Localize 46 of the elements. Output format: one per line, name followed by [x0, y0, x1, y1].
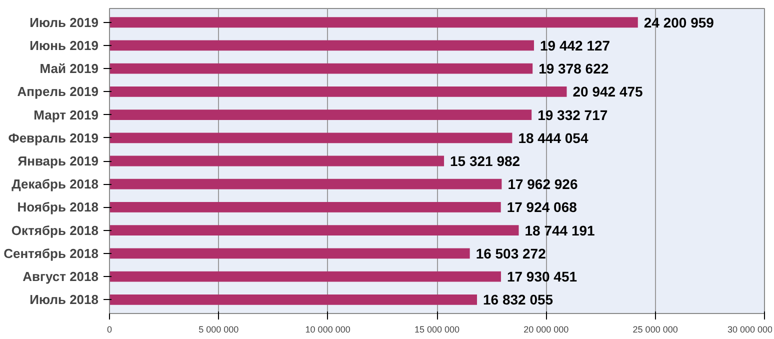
data-label: 18 444 054	[518, 130, 588, 146]
data-label: 17 930 451	[506, 268, 578, 285]
y-tick-label: Май 2019	[40, 61, 99, 76]
bar	[110, 86, 567, 97]
data-label: 19 442 127	[540, 37, 610, 54]
x-tick-label: 20 000 000	[524, 324, 569, 334]
data-label: 20 942 475	[572, 84, 644, 100]
bar	[110, 248, 470, 259]
bar	[110, 178, 502, 190]
bar	[110, 110, 532, 120]
bar	[110, 294, 477, 305]
y-tick-label: Февраль 2019	[8, 130, 99, 146]
y-tick-label: Апрель 2019	[17, 84, 99, 100]
y-tick-label: Август 2018	[22, 269, 99, 284]
data-label: 19 378 622	[538, 60, 609, 77]
x-tick-label: 15 000 000	[414, 324, 460, 334]
y-tick-label: Сентябрь 2018	[4, 246, 99, 261]
x-tick-label: 5 000 000	[198, 324, 239, 334]
x-tick-label: 10 000 000	[305, 324, 350, 334]
data-label: 24 200 959	[644, 14, 714, 30]
data-label: 15 321 982	[450, 153, 520, 169]
y-tick-label: Ноябрь 2018	[17, 200, 99, 215]
bar	[110, 40, 534, 51]
y-tick-label: Июль 2019	[30, 14, 98, 30]
x-tick-label: 0	[106, 324, 112, 334]
data-label: 18 744 191	[524, 222, 596, 238]
x-tick-label: 30 000 000	[727, 324, 773, 334]
y-tick-label: Октябрь 2018	[11, 222, 99, 238]
bar	[110, 63, 533, 74]
data-label: 19 332 717	[538, 106, 608, 123]
bar	[110, 132, 512, 144]
data-label: 16 503 272	[476, 245, 546, 262]
y-tick-label: Июль 2018	[30, 292, 98, 308]
y-tick-label: Март 2019	[34, 107, 99, 122]
y-tick-label: Декабрь 2018	[12, 176, 99, 192]
bar	[110, 156, 444, 166]
bar	[110, 17, 638, 28]
data-label: 16 832 055	[483, 292, 554, 308]
y-tick-label: Январь 2019	[18, 154, 99, 168]
data-label: 17 924 068	[506, 199, 578, 216]
bar	[110, 271, 501, 282]
bar	[110, 225, 519, 236]
bar	[110, 202, 501, 212]
data-label: 17 962 926	[508, 176, 578, 192]
x-tick-label: 25 000 000	[632, 324, 678, 334]
y-tick-label: Июнь 2019	[30, 38, 99, 53]
